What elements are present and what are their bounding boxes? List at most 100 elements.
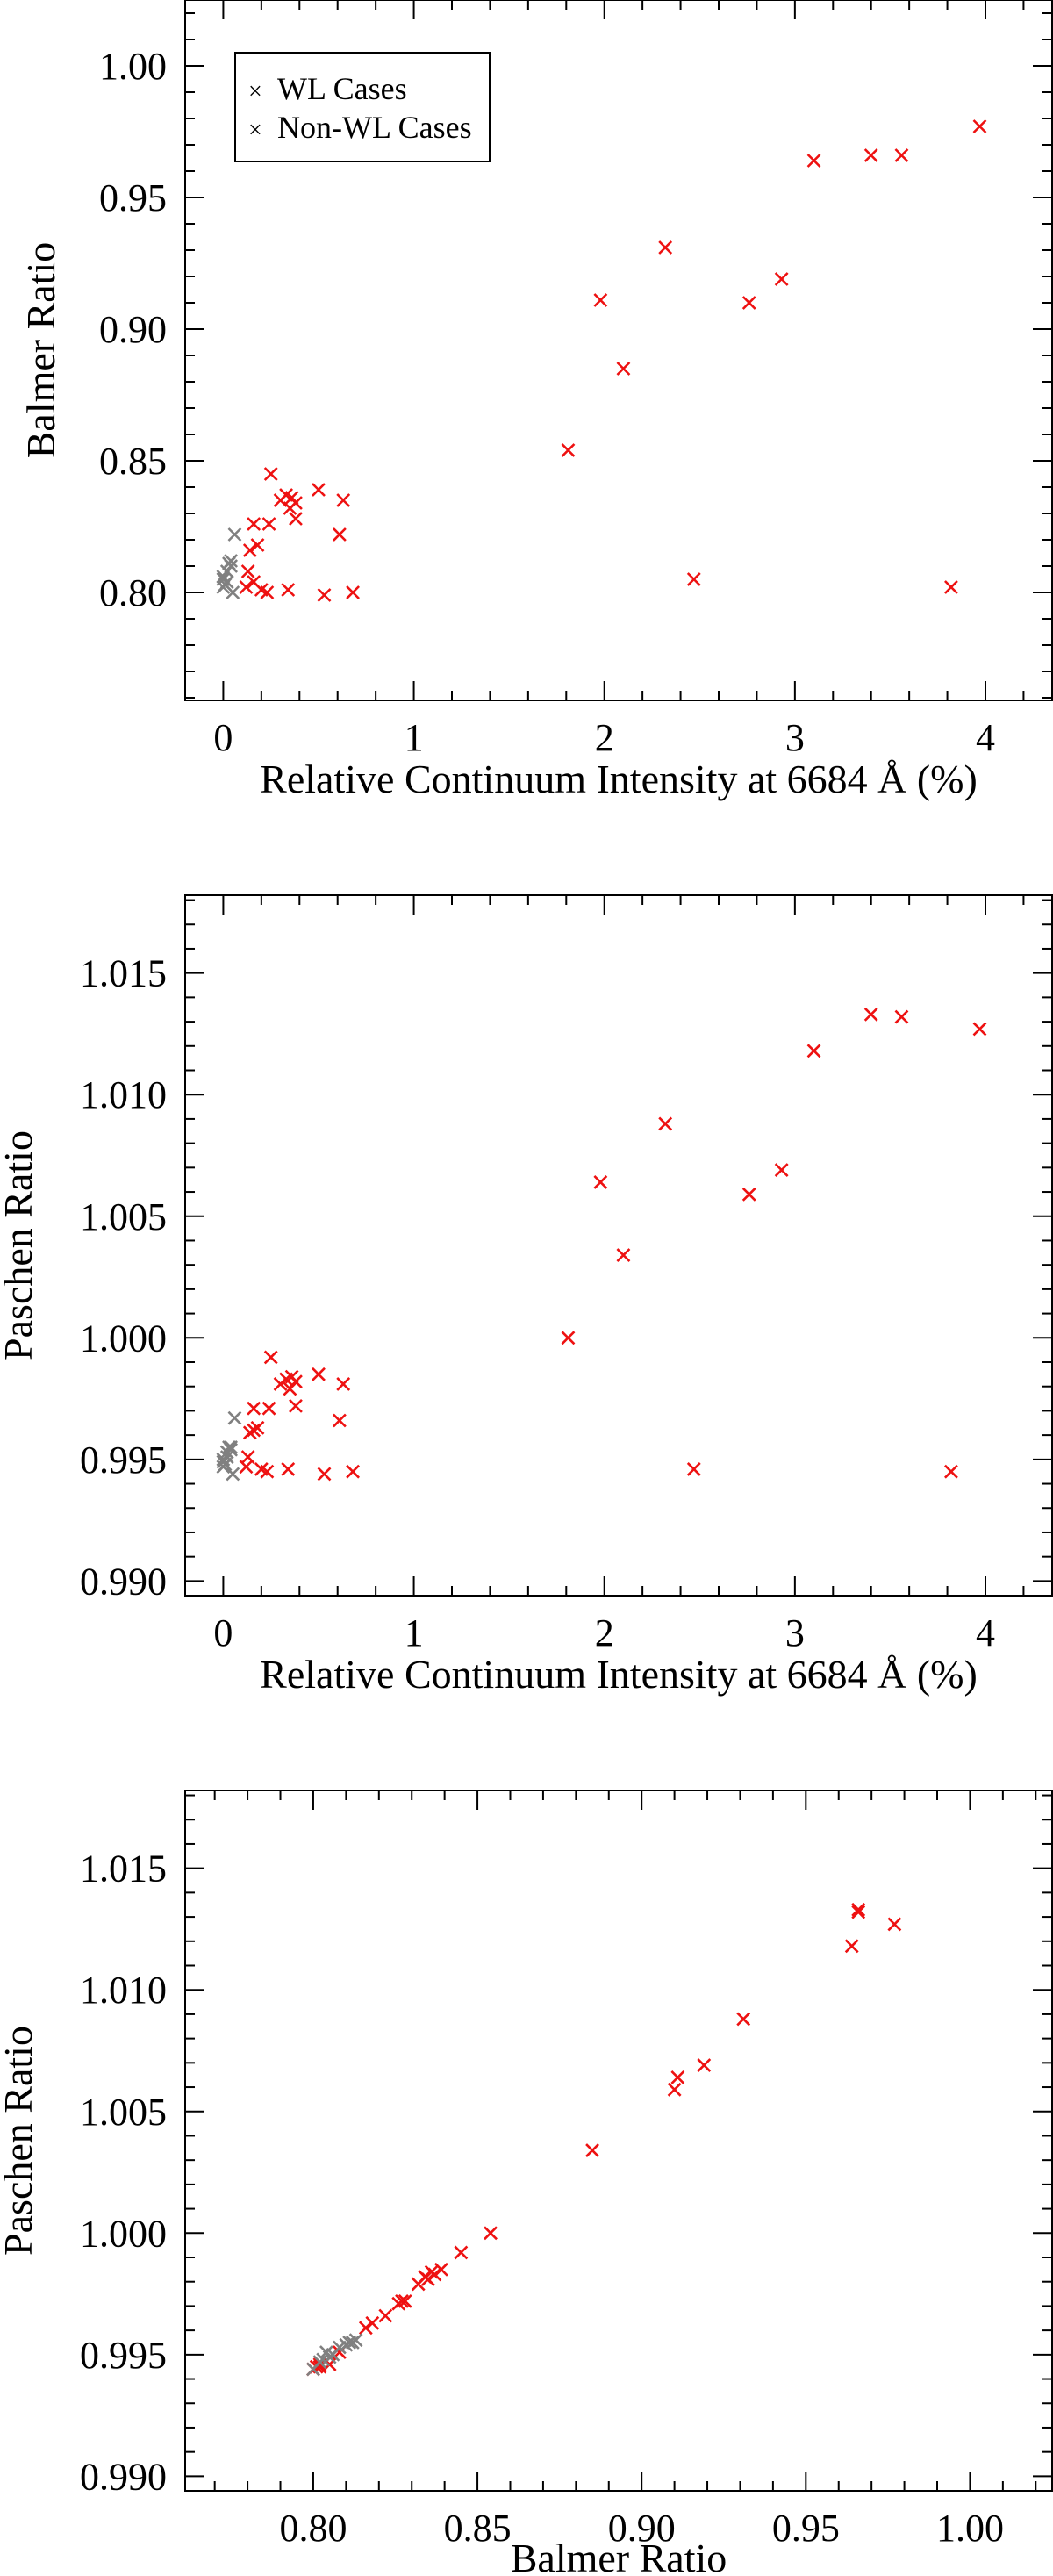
point-non-wl (226, 1467, 240, 1482)
y-tick-label: 0.990 (80, 1560, 167, 1603)
x-axis-label: Relative Continuum Intensity at 6684 Å (… (260, 1652, 978, 1697)
panel-balmer-vs-continuum: 0 1 2 3 4 0.80 0.85 0.90 0.95 1.00 Relat… (18, 0, 1053, 801)
point-wl (312, 1367, 326, 1381)
y-axis-label: Balmer Ratio (18, 242, 63, 459)
y-tick-label: 0.85 (99, 440, 167, 483)
point-wl (317, 588, 332, 602)
point-wl (250, 1420, 265, 1435)
point-wl (312, 483, 326, 497)
point-wl (317, 1467, 332, 1482)
point-wl (250, 538, 265, 552)
point-wl (774, 1163, 789, 1178)
y-tick-label: 1.00 (99, 45, 167, 88)
point-wl (247, 1401, 261, 1416)
x-tick-label: 1 (405, 1611, 424, 1654)
point-wl (346, 1464, 361, 1479)
point-wl (365, 2315, 380, 2330)
data-points (306, 1902, 902, 2377)
point-wl (346, 585, 361, 599)
y-tick-label: 1.010 (80, 1073, 167, 1116)
y-axis-label: Paschen Ratio (0, 2026, 40, 2256)
point-wl (421, 2272, 435, 2286)
y-tick-label: 0.90 (99, 308, 167, 351)
point-wl (336, 1377, 351, 1391)
point-wl (242, 543, 257, 557)
x-tick-label: 4 (976, 716, 995, 759)
point-non-wl (219, 575, 234, 589)
point-wl (336, 493, 351, 507)
point-wl (281, 1462, 296, 1476)
point-wl (395, 2293, 409, 2308)
x-tick-label: 2 (595, 1611, 614, 1654)
point-wl (289, 1374, 303, 1389)
point-wl (616, 1248, 631, 1262)
y-tick-label: 1.015 (80, 952, 167, 995)
y-tick-labels: 0.80 0.85 0.90 0.95 1.00 (99, 45, 167, 614)
tick-marks (184, 0, 1052, 700)
point-wl (741, 296, 756, 310)
point-wl (561, 1331, 576, 1345)
point-wl (616, 362, 631, 376)
point-wl (289, 496, 303, 510)
point-wl (433, 2262, 448, 2277)
point-wl (239, 580, 254, 594)
point-wl (263, 1350, 278, 1365)
point-wl (972, 119, 987, 133)
point-wl (741, 1187, 756, 1202)
data-points (216, 1007, 987, 1482)
point-wl (332, 1413, 347, 1428)
point-wl (844, 1939, 859, 1954)
x-tick-label: 0 (213, 716, 233, 759)
y-tick-label: 0.95 (99, 176, 167, 219)
x-tick-label: 3 (785, 1611, 805, 1654)
point-non-wl (227, 527, 242, 542)
point-wl (894, 148, 909, 162)
y-tick-label: 1.015 (80, 1848, 167, 1891)
point-wl (593, 293, 608, 307)
x-axis-label: Relative Continuum Intensity at 6684 Å (… (260, 757, 978, 801)
point-wl (240, 564, 255, 578)
point-wl (289, 512, 303, 526)
legend-marker-non-wl: × (248, 117, 262, 144)
point-wl (260, 1464, 275, 1479)
x-tick-label: 1 (405, 716, 424, 759)
point-non-wl (226, 585, 240, 599)
point-wl (263, 467, 278, 481)
y-tick-label: 1.005 (80, 1195, 167, 1238)
x-tick-label: 0.90 (608, 2507, 676, 2550)
point-wl (454, 2245, 469, 2260)
point-wl (242, 1425, 257, 1440)
point-non-wl (348, 2333, 363, 2348)
point-wl (378, 2308, 393, 2323)
x-tick-labels: 0 1 2 3 4 (213, 716, 995, 759)
panel-paschen-vs-balmer: 0.80 0.85 0.90 0.95 1.00 0.990 0.995 1.0… (0, 1790, 1053, 2576)
data-points (216, 119, 987, 602)
point-non-wl (224, 1442, 239, 1457)
legend-label-wl: WL Cases (277, 71, 407, 106)
x-tick-label: 0.95 (772, 2507, 840, 2550)
y-tick-label: 0.990 (80, 2455, 167, 2498)
point-wl (667, 2082, 682, 2097)
x-tick-label: 4 (976, 1611, 995, 1654)
tick-marks (185, 1790, 1052, 2491)
point-wl (658, 1116, 673, 1131)
legend-label-non-wl: Non-WL Cases (277, 110, 472, 145)
point-wl (686, 572, 701, 586)
y-axis-label: Paschen Ratio (0, 1130, 40, 1360)
y-tick-labels: 0.990 0.995 1.000 1.005 1.010 1.015 (80, 1848, 167, 2499)
point-wl (806, 1044, 821, 1058)
plot-frame (184, 1790, 1053, 2492)
point-wl (398, 2293, 412, 2308)
point-wl (851, 1905, 866, 1919)
point-wl (484, 2226, 498, 2241)
point-wl (658, 240, 673, 255)
x-tick-labels: 0 1 2 3 4 (213, 1611, 995, 1654)
legend-box (234, 52, 491, 162)
plot-frame (184, 0, 1053, 701)
point-wl (851, 1902, 866, 1917)
x-tick-label: 0 (213, 1611, 233, 1654)
y-tick-label: 0.80 (99, 571, 167, 614)
x-axis-label: Balmer Ratio (511, 2536, 727, 2576)
point-wl (585, 2143, 599, 2157)
point-wl (261, 517, 276, 531)
